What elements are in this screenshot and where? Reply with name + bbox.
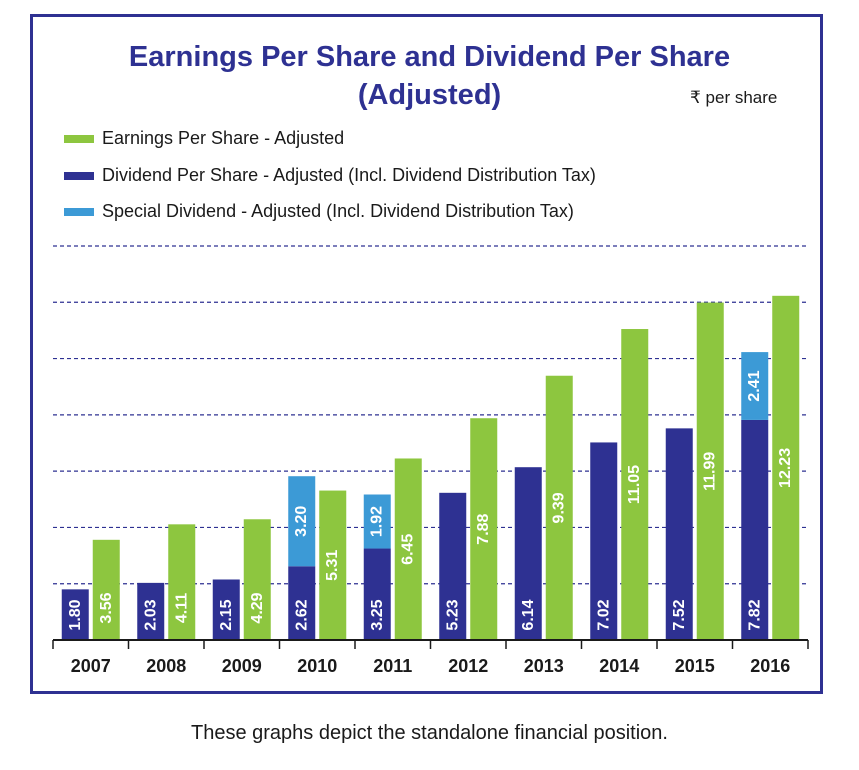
data-label-special: 1.92: [369, 506, 386, 537]
bar-dividend: [439, 492, 467, 640]
x-tick-label: 2011: [373, 656, 412, 676]
chart-title: Earnings Per Share and Dividend Per Shar…: [128, 41, 731, 73]
x-tick-label: 2007: [71, 656, 111, 676]
data-label-eps: 5.31: [324, 550, 341, 581]
bar-eps: [621, 329, 649, 640]
legend-swatch-dps: [64, 172, 94, 181]
bar-eps: [319, 490, 347, 640]
bar-dividend: [137, 582, 165, 640]
legend-label-special: Special Dividend - Adjusted (Incl. Divid…: [102, 201, 574, 221]
bar-dividend: [61, 589, 89, 640]
bar-special-dividend: [741, 352, 769, 420]
bar-eps: [243, 519, 271, 640]
data-label-special: 2.41: [746, 370, 763, 401]
data-label-eps: 12.23: [777, 448, 794, 488]
x-tick-label: 2013: [524, 656, 564, 676]
bar-dividend: [212, 579, 240, 640]
caption: These graphs depict the standalone finan…: [191, 722, 668, 744]
bar-dividend: [665, 428, 693, 640]
bar-eps: [470, 418, 498, 640]
bar-special-dividend: [288, 476, 316, 567]
data-label-eps: 7.88: [475, 513, 492, 544]
data-label-dividend: 2.62: [293, 599, 310, 630]
data-label-dividend: 3.25: [369, 599, 386, 630]
data-label-dividend: 7.82: [746, 599, 763, 630]
bar-eps: [772, 295, 800, 640]
data-label-dividend: 6.14: [520, 599, 537, 630]
data-label-eps: 11.05: [626, 465, 643, 504]
legend-label-dps: Dividend Per Share - Adjusted (Incl. Div…: [102, 165, 596, 185]
bar-dividend: [363, 548, 391, 640]
data-label-dividend: 7.02: [595, 599, 612, 630]
data-label-dividend: 1.80: [67, 599, 84, 630]
chart-subtitle: (Adjusted): [357, 79, 502, 111]
bar-dividend: [288, 566, 316, 640]
legend-item-eps: Earnings Per Share - Adjusted: [64, 126, 344, 150]
bar-eps: [92, 539, 120, 640]
data-label-eps: 3.56: [98, 592, 115, 623]
data-label-eps: 6.45: [400, 534, 417, 565]
bar-eps: [394, 458, 422, 640]
x-tick-label: 2010: [297, 656, 337, 676]
legend-item-special: Special Dividend - Adjusted (Incl. Divid…: [64, 199, 574, 223]
x-tick-label: 2008: [146, 656, 186, 676]
data-label-eps: 4.11: [173, 593, 190, 623]
x-tick-label: 2014: [599, 656, 639, 676]
unit-label: ₹ per share: [690, 88, 778, 107]
bar-dividend: [590, 442, 618, 640]
x-tick-label: 2016: [750, 656, 790, 676]
data-label-dividend: 2.03: [142, 599, 159, 630]
data-label-eps: 9.39: [551, 492, 568, 523]
legend-label-eps: Earnings Per Share - Adjusted: [102, 128, 345, 148]
data-label-eps: 11.99: [702, 452, 719, 491]
data-label-dividend: 2.15: [218, 599, 235, 630]
data-label-eps: 4.29: [249, 592, 266, 623]
bar-dividend: [514, 467, 542, 640]
bar-eps: [168, 524, 196, 640]
data-label-dividend: 5.23: [444, 599, 461, 630]
legend-item-dps: Dividend Per Share - Adjusted (Incl. Div…: [64, 163, 596, 187]
bar-eps: [696, 302, 724, 640]
x-tick-label: 2015: [675, 656, 715, 676]
data-label-dividend: 7.52: [671, 599, 688, 630]
data-label-special: 3.20: [293, 506, 310, 537]
bar-special-dividend: [363, 494, 391, 549]
legend-swatch-special: [64, 208, 94, 217]
x-tick-label: 2012: [448, 656, 488, 676]
bar-dividend: [741, 419, 769, 640]
x-tick-label: 2009: [222, 656, 262, 676]
legend-swatch-eps: [64, 135, 94, 144]
bar-eps: [545, 375, 573, 640]
